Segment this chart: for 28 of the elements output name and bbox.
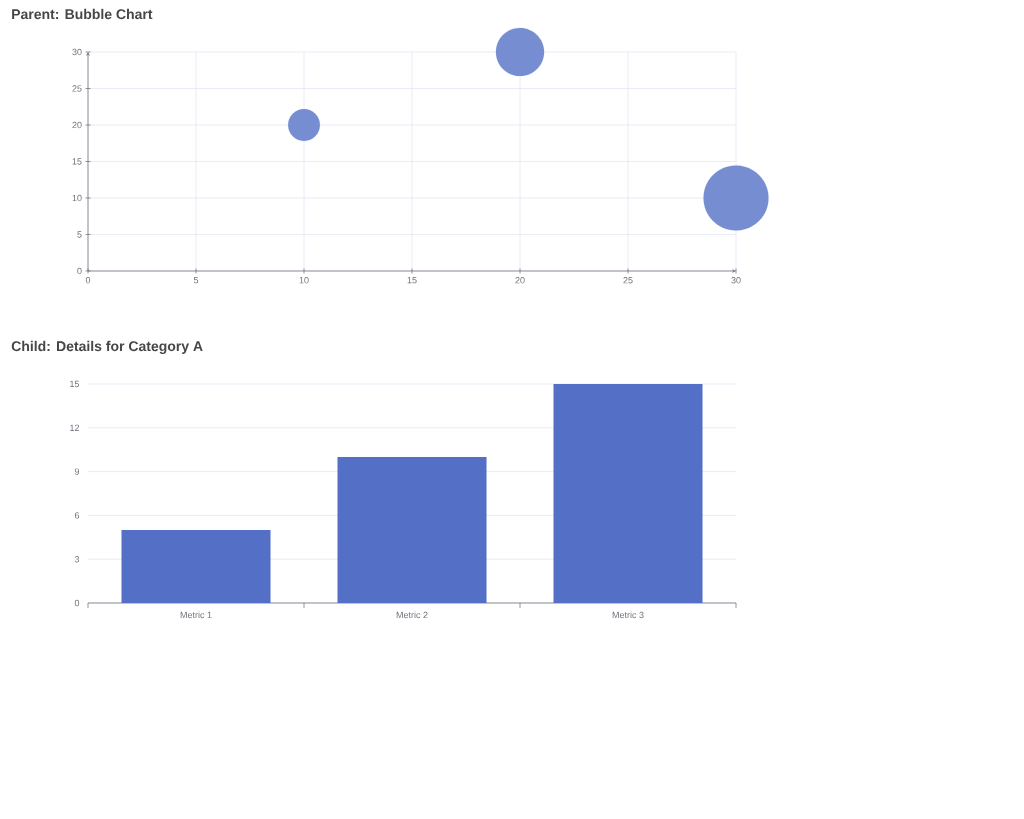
x-tick-label: 30 xyxy=(731,277,741,284)
y-tick-label: 15 xyxy=(70,380,80,388)
bar xyxy=(337,457,487,603)
chart-title: Child: Details for Category A xyxy=(11,340,203,354)
y-tick-label: 10 xyxy=(72,194,82,202)
y-tick-label: 12 xyxy=(70,424,80,431)
bar xyxy=(121,530,271,603)
x-tick-label: 0 xyxy=(85,277,91,284)
y-tick-label: 30 xyxy=(72,48,82,56)
y-tick-label: 20 xyxy=(72,121,82,129)
y-tick-label: 3 xyxy=(74,556,80,563)
y-tick-label: 15 xyxy=(72,158,82,165)
y-tick-label: 9 xyxy=(74,468,80,475)
y-tick-label: 0 xyxy=(74,599,80,607)
x-tick-label: 15 xyxy=(407,277,417,284)
y-tick-label: 6 xyxy=(74,512,80,519)
x-tick-label: 20 xyxy=(515,277,525,284)
y-tick-label: 0 xyxy=(77,267,82,275)
y-tick-label: 5 xyxy=(77,231,82,238)
x-tick-label: 5 xyxy=(193,277,199,284)
x-tick-label: Metric 3 xyxy=(612,611,644,619)
y-tick-label: 25 xyxy=(72,85,82,92)
x-tick-label: Metric 2 xyxy=(396,611,428,619)
chart-title: Parent: Bubble Chart xyxy=(12,8,153,20)
x-tick-label: 25 xyxy=(623,277,633,284)
x-tick-label: Metric 1 xyxy=(180,611,212,619)
x-tick-label: 10 xyxy=(299,277,309,284)
bar xyxy=(553,384,703,603)
